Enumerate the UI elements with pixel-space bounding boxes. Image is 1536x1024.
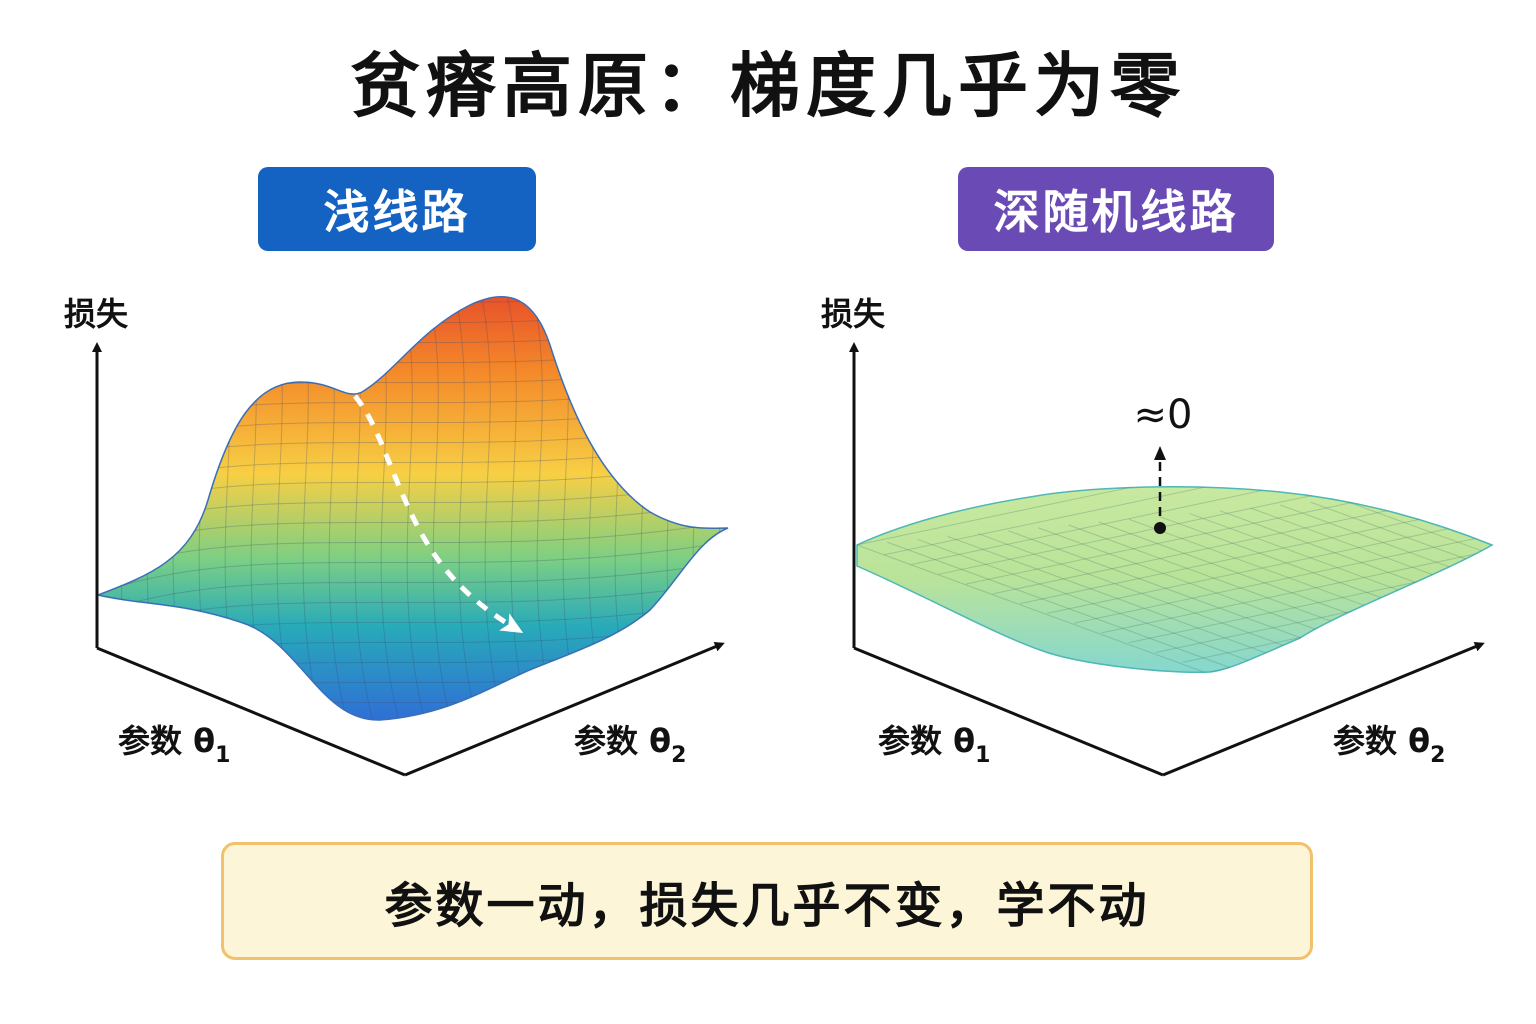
surface-grid-line — [167, 296, 194, 721]
shallow-theta2-sub: 2 — [671, 743, 686, 768]
deep-theta2-label: 参数 θ2 — [1333, 722, 1445, 768]
plateau-grid-line — [1340, 498, 1492, 630]
surface-grid-line — [98, 296, 728, 341]
plateau-grid-line — [1046, 486, 1492, 614]
plateau-grid-line — [911, 486, 1492, 566]
surface-grid-line — [98, 559, 728, 621]
plateau-grid-line — [947, 535, 1303, 667]
deep-theta2-text: 参数 θ — [1333, 722, 1430, 760]
surface-grid-line — [713, 296, 728, 721]
shallow-theta1-sub: 1 — [215, 743, 230, 768]
deep-theta1-axis — [853, 646, 1164, 777]
deep-circuit-badge: 深随机线路 — [958, 167, 1274, 251]
surface-grid-line — [427, 296, 454, 721]
deep-loss-axis-label: 损失 — [821, 295, 886, 333]
deep-theta2-sub: 2 — [1430, 743, 1445, 768]
deep-loss-plateau — [856, 486, 1494, 674]
plateau-grid-line — [1491, 486, 1492, 616]
shallow-theta1-label: 参数 θ1 — [118, 722, 230, 768]
deep-axes — [849, 342, 1485, 777]
plateau-grid-line — [965, 486, 1492, 585]
plateau-grid-line — [1101, 497, 1492, 634]
surface-grid-line — [453, 296, 480, 721]
plateau-grid-line — [1019, 486, 1492, 605]
plateau-grid-line — [1249, 507, 1492, 639]
shallow-axes — [92, 342, 725, 777]
deep-theta1-text: 参数 θ — [878, 722, 975, 760]
deep-theta2-axis — [1162, 642, 1485, 777]
callout-box: 参数一动，损失几乎不变，学不动 — [221, 842, 1313, 960]
plateau-grid-line — [857, 544, 1213, 673]
surface-grid-line — [479, 296, 506, 721]
descent-path-arrow — [353, 394, 524, 634]
surface-grid-line — [98, 539, 728, 601]
shallow-theta2-text: 参数 θ — [574, 722, 671, 760]
shallow-theta2-label: 参数 θ2 — [574, 722, 686, 768]
shallow-theta2-axis — [404, 642, 725, 777]
plateau-grid-line — [1182, 526, 1492, 663]
surface-grid-line — [740, 290, 765, 730]
shallow-loss-axis-label: 损失 — [64, 295, 129, 333]
plateau-grid-line — [884, 486, 1492, 556]
plateau-grid-line — [1074, 487, 1492, 624]
shallow-circuit-badge: 浅线路 — [258, 167, 536, 251]
surface-grid-line — [531, 296, 558, 721]
surface-grid-line — [141, 296, 168, 721]
page-title: 贫瘠高原：梯度几乎为零 — [350, 45, 1186, 127]
plateau-point — [1154, 522, 1166, 534]
plateau-grid-line — [887, 541, 1243, 673]
near-zero-label: ≈0 — [1134, 392, 1193, 438]
plateau-grid-line — [992, 486, 1492, 595]
surface-grid-line — [98, 296, 116, 721]
deep-theta1-label: 参数 θ1 — [878, 722, 990, 768]
shallow-loss-surface — [95, 290, 765, 730]
plateau-grid-line — [857, 486, 1492, 546]
surface-grid-line — [687, 296, 714, 721]
shallow-theta1-axis — [96, 646, 406, 777]
plateau-grid-line — [1219, 510, 1492, 642]
deep-theta1-sub: 1 — [975, 743, 990, 768]
surface-grid-line — [505, 296, 532, 721]
plateau-grid-line — [917, 538, 1273, 670]
shallow-theta1-text: 参数 θ — [118, 722, 215, 760]
plateau-grid-line — [977, 533, 1334, 665]
plateau-grid-line — [938, 486, 1492, 575]
